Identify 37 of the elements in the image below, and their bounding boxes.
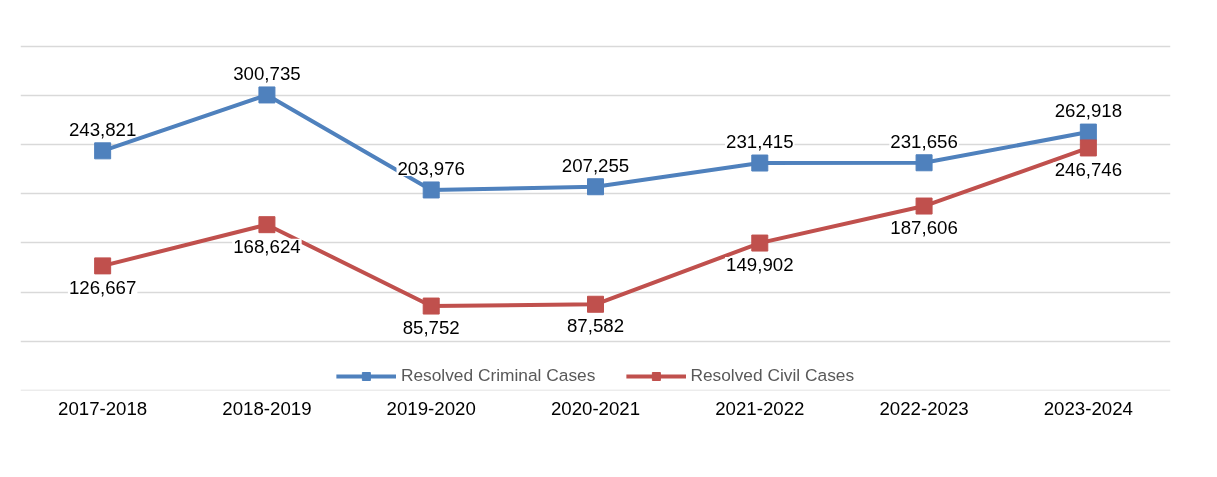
point <box>1079 139 1097 157</box>
data-label: 87,582 <box>566 315 625 337</box>
data-label: 231,415 <box>726 131 794 153</box>
data-label: 187,606 <box>890 217 958 239</box>
point <box>587 295 604 313</box>
x-tick-label: 2022-2023 <box>879 397 969 419</box>
point <box>751 154 769 172</box>
point <box>422 297 440 315</box>
point <box>751 234 769 252</box>
point <box>915 197 933 215</box>
point <box>915 154 933 172</box>
data-label: 262,918 <box>1054 100 1123 122</box>
data-label: 243,821 <box>68 118 137 140</box>
legend-label: Resolved Criminal Cases <box>400 365 596 386</box>
data-label: 300,735 <box>233 62 301 84</box>
x-tick-label: 2018-2019 <box>222 397 312 419</box>
x-tick-label: 2023-2024 <box>1043 397 1133 419</box>
x-tick-label: 2017-2018 <box>58 397 148 419</box>
data-label: 126,667 <box>68 276 137 298</box>
point <box>1079 123 1097 141</box>
point <box>258 86 276 104</box>
data-label: 168,624 <box>233 235 301 257</box>
point <box>587 178 604 196</box>
point <box>94 257 112 275</box>
x-tick-label: 2019-2020 <box>386 397 476 419</box>
point <box>422 181 440 199</box>
data-label: 246,746 <box>1054 158 1123 180</box>
point <box>258 216 276 234</box>
data-label: 231,656 <box>890 130 958 152</box>
x-tick-label: 2020-2021 <box>550 397 641 419</box>
data-label: 85,752 <box>402 317 460 339</box>
point <box>94 142 112 160</box>
x-tick-label: 2021-2022 <box>715 397 805 419</box>
data-label: 207,255 <box>561 154 630 176</box>
legend-label: Resolved Civil Cases <box>690 365 855 386</box>
data-label: 203,976 <box>397 157 465 179</box>
data-label: 149,902 <box>726 254 794 276</box>
